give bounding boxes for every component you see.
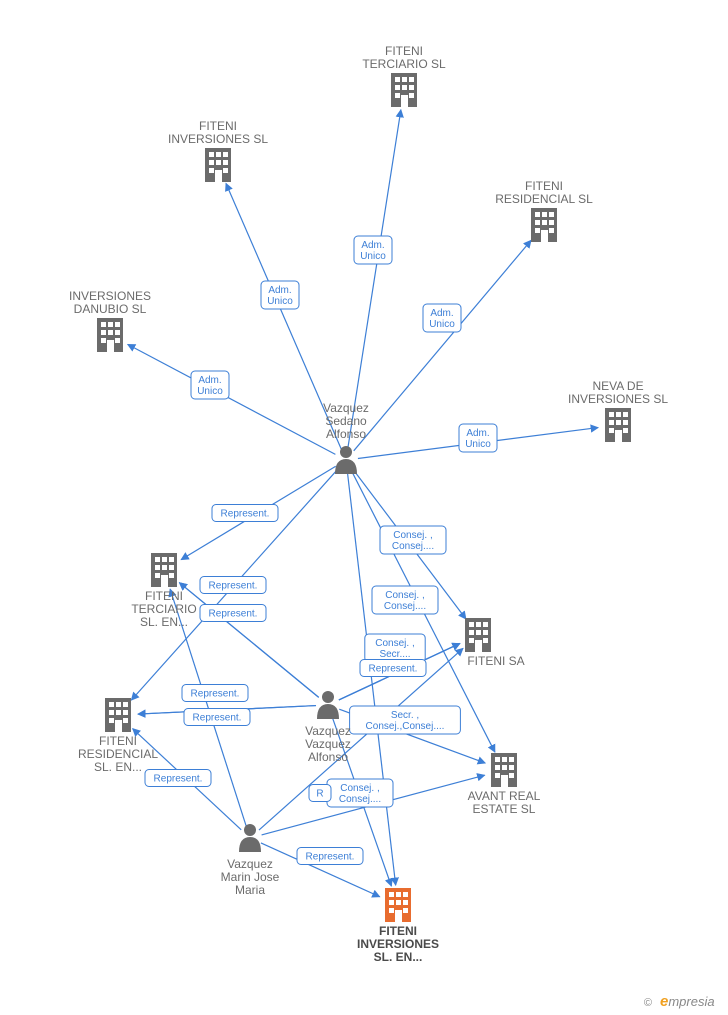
person-node[interactable]: VazquezSedanoAlfonso: [323, 401, 369, 474]
company-node[interactable]: FITENIINVERSIONESSL. EN...: [357, 888, 439, 964]
edge-label: Represent.: [306, 852, 355, 863]
person-icon: [317, 691, 339, 719]
edge: [128, 344, 336, 454]
building-icon: [97, 318, 123, 352]
person-icon: [239, 824, 261, 852]
building-icon: [531, 208, 557, 242]
building-icon: [105, 698, 131, 732]
building-icon: [465, 618, 491, 652]
node-label: FITENIRESIDENCIAL SL: [495, 179, 593, 206]
person-node[interactable]: VazquezVazquezAlfonso: [305, 691, 351, 764]
company-node[interactable]: FITENIINVERSIONES SL: [168, 119, 268, 182]
edge-label: Consej. ,Consej....: [384, 590, 426, 612]
company-node[interactable]: FITENI SA: [465, 618, 525, 668]
edge-label: Adm.Unico: [197, 375, 223, 397]
node-label: FITENIINVERSIONESSL. EN...: [357, 924, 439, 964]
company-node[interactable]: FITENIRESIDENCIAL SL: [495, 179, 593, 242]
network-diagram: Adm.Unico Adm.Unico Adm.Unico Adm.Unico Adm.…: [0, 0, 728, 1015]
edge-label: R: [316, 789, 323, 800]
building-icon: [605, 408, 631, 442]
node-label: FITENIINVERSIONES SL: [168, 119, 268, 146]
edge-label: Represent.: [221, 509, 270, 520]
node-label: INVERSIONESDANUBIO SL: [69, 289, 151, 316]
person-node[interactable]: VazquezMarin JoseMaria: [221, 824, 280, 897]
edge: [179, 583, 318, 698]
watermark: © empresia: [644, 993, 715, 1010]
edge-label: Represent.: [191, 689, 240, 700]
company-node[interactable]: FITENIRESIDENCIALSL. EN...: [78, 698, 158, 774]
company-node[interactable]: INVERSIONESDANUBIO SL: [69, 289, 151, 352]
edge-label: Represent.: [154, 774, 203, 785]
edge-label: Consej. ,Secr....: [375, 638, 414, 660]
company-node[interactable]: FITENITERCIARIO SL: [362, 44, 446, 107]
edge-label: Adm.Unico: [465, 428, 491, 450]
edge: [354, 240, 531, 451]
svg-text:©: ©: [644, 997, 652, 1009]
edge-label: Represent.: [369, 664, 418, 675]
edge-label: Adm.Unico: [267, 285, 293, 307]
edge-label: Represent.: [209, 581, 258, 592]
building-icon: [385, 888, 411, 922]
node-label: FITENIRESIDENCIALSL. EN...: [78, 734, 158, 774]
svg-text:empresia: empresia: [660, 993, 715, 1010]
building-icon: [391, 73, 417, 107]
building-icon: [205, 148, 231, 182]
node-label: AVANT REALESTATE SL: [468, 789, 541, 816]
building-icon: [491, 753, 517, 787]
node-label: VazquezMarin JoseMaria: [221, 857, 280, 897]
edge-label: Adm.Unico: [360, 240, 386, 262]
node-label: FITENITERCIARIO SL: [362, 44, 446, 71]
edge-label: Represent.: [193, 713, 242, 724]
edge: [348, 110, 401, 448]
edge-label: Consej. ,Consej....: [339, 783, 381, 805]
company-node[interactable]: AVANT REALESTATE SL: [468, 753, 541, 816]
edge-label: Adm.Unico: [429, 308, 455, 330]
company-node[interactable]: NEVA DEINVERSIONES SL: [568, 379, 668, 442]
company-node[interactable]: FITENITERCIARIOSL. EN...: [131, 553, 196, 629]
edge-label: Represent.: [209, 609, 258, 620]
edge-label: Consej. ,Consej....: [392, 530, 434, 552]
node-label: FITENITERCIARIOSL. EN...: [131, 589, 196, 629]
node-label: FITENI SA: [467, 654, 524, 668]
building-icon: [151, 553, 177, 587]
node-label: VazquezVazquezAlfonso: [305, 724, 351, 764]
node-label: VazquezSedanoAlfonso: [323, 401, 369, 441]
node-label: NEVA DEINVERSIONES SL: [568, 379, 668, 406]
